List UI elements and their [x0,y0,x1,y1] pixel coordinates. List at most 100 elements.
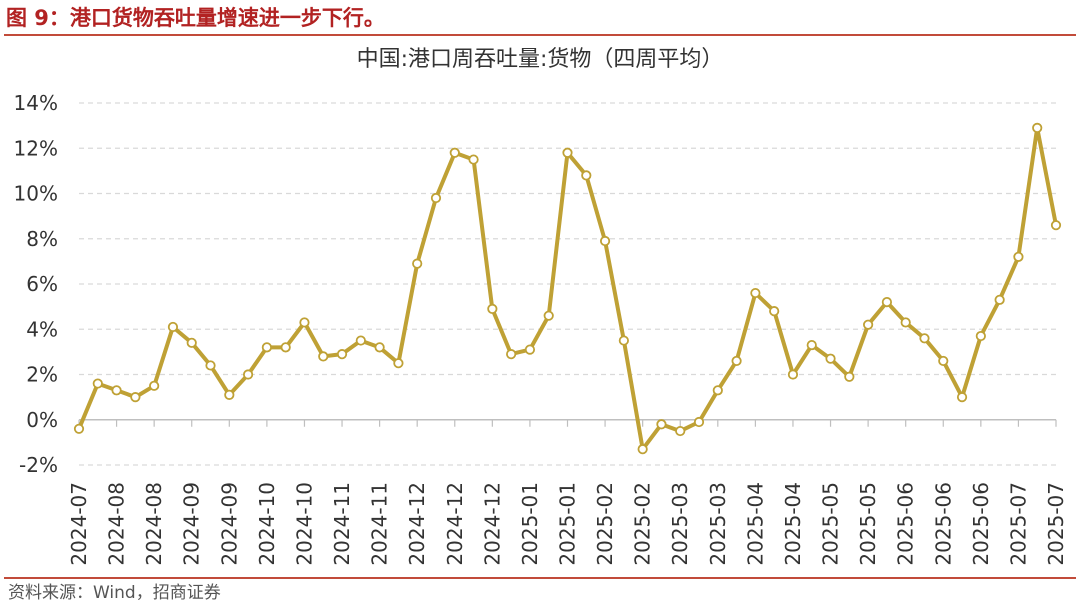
data-point [1050,220,1062,231]
data-point [581,170,592,181]
x-tick-label: 2024-10 [255,482,279,566]
data-point [224,389,235,400]
x-tick-label: 2025-02 [631,482,655,566]
data-point [73,423,85,434]
x-tick-label: 2024-07 [67,482,91,566]
x-tick-label: 2025-07 [1006,482,1030,566]
data-point [355,335,366,346]
data-point [280,342,291,353]
x-tick-label: 2025-07 [1044,482,1068,566]
data-point [599,235,611,247]
data-point [430,192,442,204]
data-point [956,392,968,403]
y-tick-label: 12% [14,136,58,160]
data-point [975,330,986,342]
y-tick-label: 0% [26,408,58,432]
series-line-path [77,125,1058,452]
x-tick-label: 2024-12 [480,482,504,566]
data-point [393,358,404,369]
x-tick-label: 2025-06 [894,482,918,566]
x-tick-label: 2025-04 [743,482,767,566]
data-point [543,310,554,321]
data-point [186,337,197,348]
series-line [77,125,1058,452]
data-point [919,333,930,344]
x-tick-label: 2025-01 [518,482,542,566]
data-point [806,339,817,351]
x-tick-label: 2024-08 [105,482,129,566]
data-point [130,392,141,403]
data-point [731,355,742,367]
data-point [149,380,160,391]
data-point [205,360,216,371]
data-point [374,342,385,353]
data-point [994,294,1005,305]
data-point [881,296,893,308]
y-tick-label: 10% [14,182,58,206]
data-point [92,378,103,389]
x-axis [78,419,1057,427]
data-point [656,419,667,430]
top-divider [4,34,1076,36]
data-point [1013,251,1024,262]
data-point [712,385,723,396]
data-point [562,147,573,158]
x-tick-label: 2025-01 [556,482,580,566]
data-point [637,444,648,455]
x-tick-label: 2025-02 [593,482,617,566]
x-tick-label: 2025-06 [969,482,993,566]
y-tick-label: 2% [26,363,58,387]
data-point [618,335,629,346]
data-point [750,287,761,299]
x-tick-label: 2024-08 [142,482,166,566]
data-points [73,122,1062,455]
x-tick-label: 2024-12 [405,482,429,566]
x-tick-label: 2024-09 [180,482,204,566]
data-point [299,317,310,328]
x-tick-label: 2024-11 [330,482,354,566]
data-point [675,425,686,437]
data-point [1032,122,1043,133]
data-point [863,319,874,330]
x-tick-label: 2024-09 [217,482,241,566]
data-point [844,371,855,382]
x-tick-label: 2025-05 [856,482,880,566]
data-point [468,154,479,165]
data-point [524,344,536,355]
data-point [487,303,498,314]
data-point [506,349,517,360]
data-point [938,355,949,367]
data-point [242,369,254,380]
data-point [167,321,179,333]
data-point [449,147,460,158]
data-point [769,306,780,317]
x-tick-labels: 2024-07 2024-08 2024-08 2024-09 2024-09 2024-… [67,482,1068,566]
x-tick-label: 2025-04 [781,482,805,566]
data-point [261,342,272,353]
y-tick-labels: -2% 0% 2% 4% 6% 8% 10% 12% 14% [14,91,58,477]
x-tick-label: 2024-10 [292,482,316,566]
x-tick-label: 2025-03 [706,482,730,566]
data-point [900,317,911,328]
data-point [318,351,329,362]
x-tick-label: 2025-03 [668,482,692,566]
y-tick-label: 14% [14,91,58,115]
source-note: 资料来源：Wind，招商证券 [8,583,221,603]
chart-title: 中国:港口周吞吐量:货物（四周平均） [356,47,724,72]
data-point [787,369,799,380]
x-tick-label: 2025-05 [819,482,843,566]
y-tick-label: -2% [19,453,58,477]
figure-title: 图 9：港口货物吞吐量增速进一步下行。 [6,6,385,30]
data-point [412,258,423,269]
x-tick-label: 2024-11 [368,482,392,566]
data-point [336,349,348,360]
data-point [693,416,705,428]
x-tick-label: 2024-12 [443,482,467,566]
y-tick-label: 8% [26,227,58,251]
y-tick-label: 6% [26,272,58,296]
data-point [825,353,836,364]
x-tick-label: 2025-06 [931,482,955,566]
y-tick-label: 4% [26,317,58,341]
